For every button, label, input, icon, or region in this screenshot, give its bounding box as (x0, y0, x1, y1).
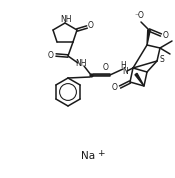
Text: O: O (163, 30, 169, 40)
Text: +: + (97, 150, 104, 158)
Polygon shape (147, 30, 150, 45)
Text: Na: Na (81, 151, 95, 161)
Polygon shape (135, 73, 144, 86)
Text: O: O (48, 51, 54, 59)
Text: NH: NH (60, 14, 72, 23)
Text: ⁻O: ⁻O (134, 12, 144, 20)
Text: O: O (103, 62, 109, 72)
Text: H: H (120, 62, 126, 70)
Text: N: N (122, 67, 128, 75)
Text: S: S (160, 56, 164, 64)
Text: O: O (88, 22, 94, 30)
Text: O: O (112, 83, 118, 93)
Text: NH: NH (75, 59, 87, 67)
